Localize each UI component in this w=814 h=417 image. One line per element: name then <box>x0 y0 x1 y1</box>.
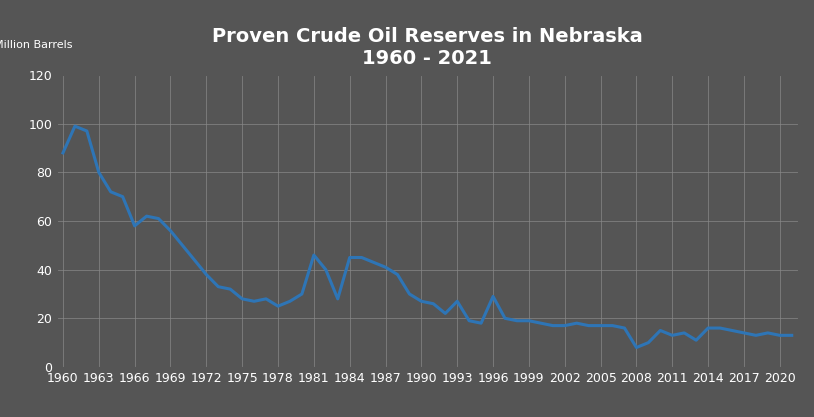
Title: Proven Crude Oil Reserves in Nebraska
1960 - 2021: Proven Crude Oil Reserves in Nebraska 19… <box>212 27 643 68</box>
Text: Million Barrels: Million Barrels <box>0 40 73 50</box>
